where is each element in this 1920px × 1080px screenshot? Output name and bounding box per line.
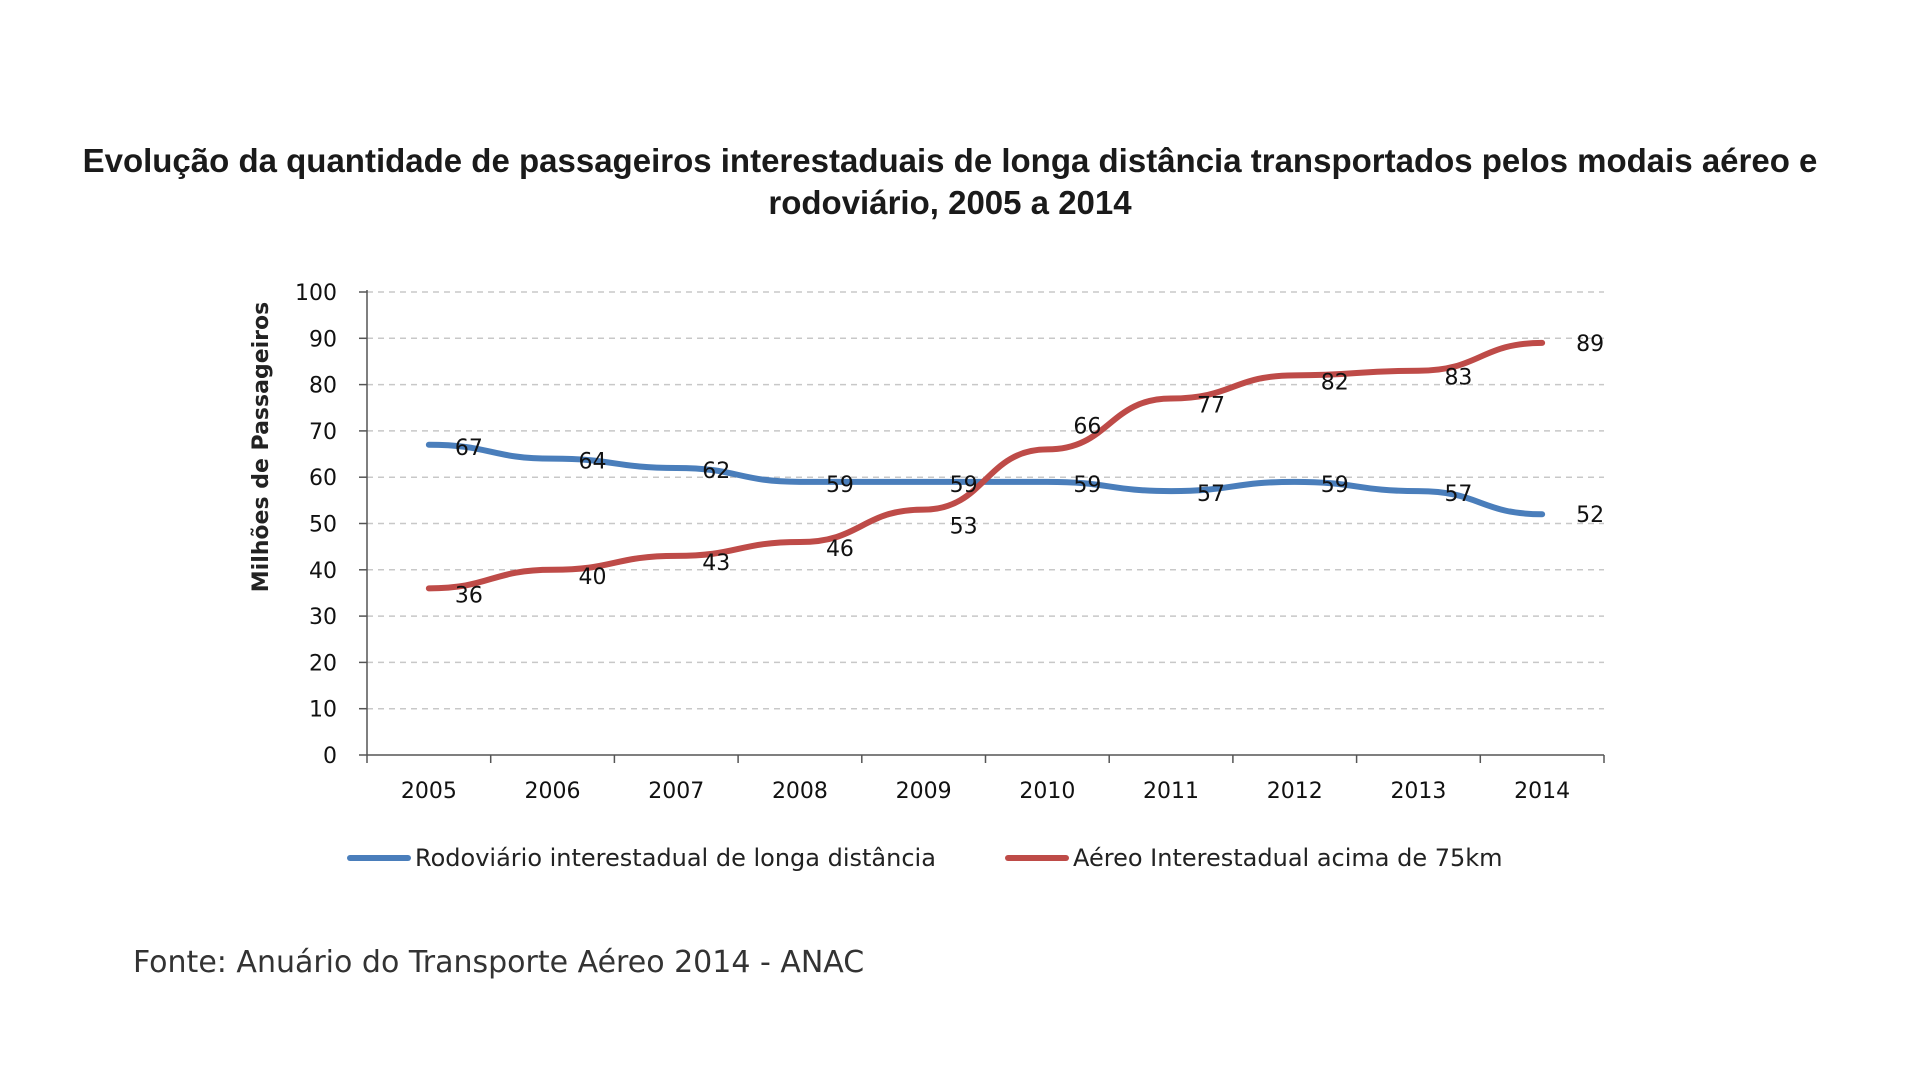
data-label: 57: [1444, 482, 1472, 507]
y-tick-label: 0: [323, 744, 337, 769]
data-label: 59: [1073, 473, 1101, 498]
x-tick-label: 2012: [1267, 779, 1323, 804]
x-tick-label: 2010: [1019, 779, 1075, 804]
chart-title: Evolução da quantidade de passageiros in…: [82, 142, 1818, 221]
x-tick-label: 2009: [896, 779, 952, 804]
y-tick-label: 40: [309, 559, 337, 584]
y-axis-title: Milhões de Passageiros: [249, 302, 274, 592]
x-tick-label: 2013: [1390, 779, 1446, 804]
x-tick-label: 2005: [401, 779, 457, 804]
data-label: 53: [950, 515, 978, 540]
data-labels: 67 64 62 59 59 59 57 59 57 52 36 40 43 46 53 66 77 82 83 89: [455, 332, 1604, 608]
data-label: 67: [455, 436, 483, 461]
y-tick-label: 50: [309, 513, 337, 538]
x-tick-label: 2008: [772, 779, 828, 804]
x-tick-label: 2011: [1143, 779, 1199, 804]
x-tick-label: 2006: [525, 779, 581, 804]
y-tick-label: 30: [309, 605, 337, 630]
series-line-aereo: [425, 339, 1546, 592]
gridlines: [367, 291, 1604, 710]
data-label: 43: [702, 551, 730, 576]
data-label: 59: [950, 473, 978, 498]
series-line-rodoviario: [425, 441, 1546, 518]
y-tick-label: 100: [295, 281, 337, 306]
data-label: 83: [1444, 366, 1472, 391]
data-label: 64: [579, 450, 607, 475]
legend-label: Aéreo Interestadual acima de 75km: [1073, 844, 1503, 872]
data-label: 82: [1321, 370, 1349, 395]
data-label: 66: [1073, 414, 1101, 439]
data-label: 40: [579, 565, 607, 590]
data-label: 57: [1197, 482, 1225, 507]
data-label: 77: [1197, 393, 1225, 418]
y-tick-label: 80: [309, 374, 337, 399]
legend: Rodoviário interestadual de longa distân…: [347, 844, 1503, 872]
x-tick-label: 2007: [648, 779, 704, 804]
data-label: 46: [826, 537, 854, 562]
data-label: 89: [1576, 332, 1604, 357]
data-label: 62: [702, 459, 730, 484]
x-tick-label: 2014: [1514, 779, 1570, 804]
y-tick-label: 60: [309, 466, 337, 491]
series-lines: [425, 339, 1546, 592]
y-tick-label: 10: [309, 698, 337, 723]
y-tick-label: 20: [309, 651, 337, 676]
legend-label: Rodoviário interestadual de longa distân…: [415, 844, 936, 872]
axes: 0 10 20 30 40 50 60 70 80 90 100 2005 2006 2007 2008 20…: [295, 281, 1605, 804]
data-label: 59: [826, 473, 854, 498]
data-label: 59: [1321, 473, 1349, 498]
data-label: 52: [1576, 503, 1604, 528]
y-tick-label: 70: [309, 420, 337, 445]
y-tick-label: 90: [309, 327, 337, 352]
source-note: Fonte: Anuário do Transporte Aéreo 2014 …: [133, 945, 865, 980]
data-label: 36: [455, 583, 483, 608]
